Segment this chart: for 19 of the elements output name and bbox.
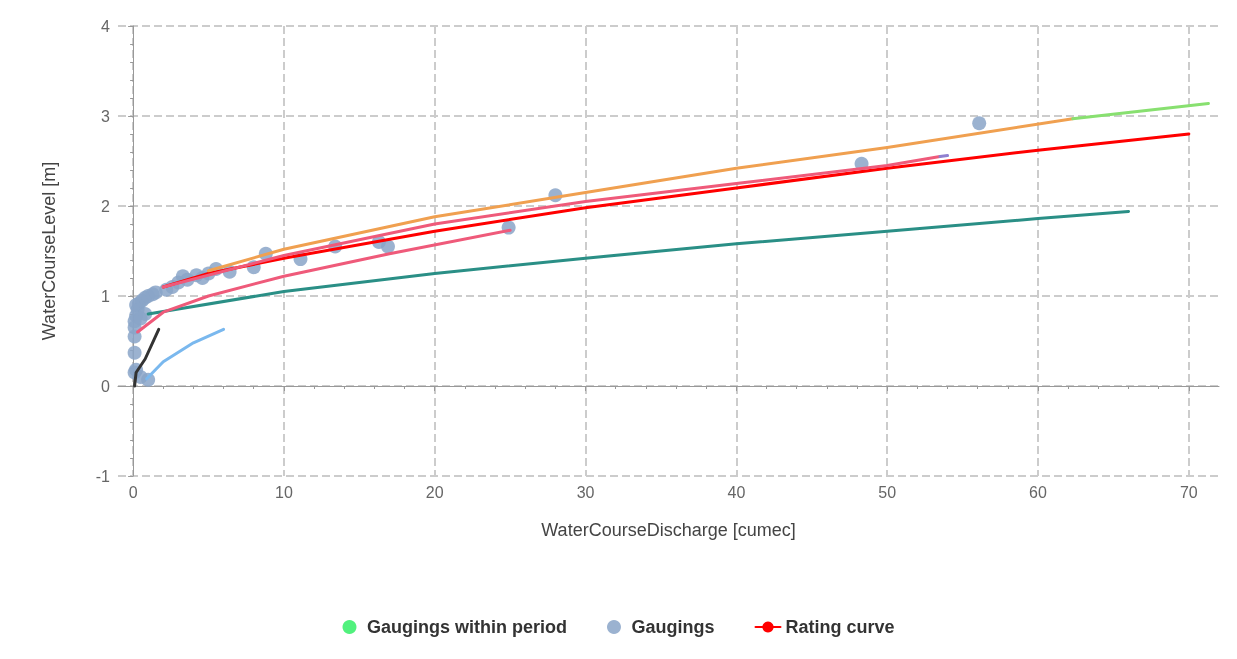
legend-label: Gaugings within period (366, 617, 567, 637)
y-tick-label: 1 (101, 287, 111, 305)
y-axis-title: WaterCourseLevel [m] (39, 161, 59, 341)
x-tick-label: 0 (128, 483, 138, 501)
x-tick-label: 10 (275, 483, 293, 501)
x-tick-label: 40 (727, 483, 746, 501)
y-tick-label: -1 (95, 467, 111, 485)
x-tick-label: 70 (1179, 483, 1198, 501)
x-axis-title: WaterCourseDischarge [cumec] (541, 520, 796, 540)
x-tick-label: 60 (1029, 483, 1048, 501)
legend-label: Gaugings (631, 617, 715, 637)
x-tick-label: 30 (576, 483, 595, 501)
y-tick-label: 0 (101, 377, 111, 395)
y-tick-label: 2 (101, 197, 111, 215)
y-tick-label: 3 (101, 107, 111, 125)
x-tick-label: 20 (425, 483, 444, 501)
legend-label: Rating curve (785, 617, 895, 637)
y-tick-label: 4 (101, 17, 111, 35)
x-tick-label: 50 (878, 483, 897, 501)
